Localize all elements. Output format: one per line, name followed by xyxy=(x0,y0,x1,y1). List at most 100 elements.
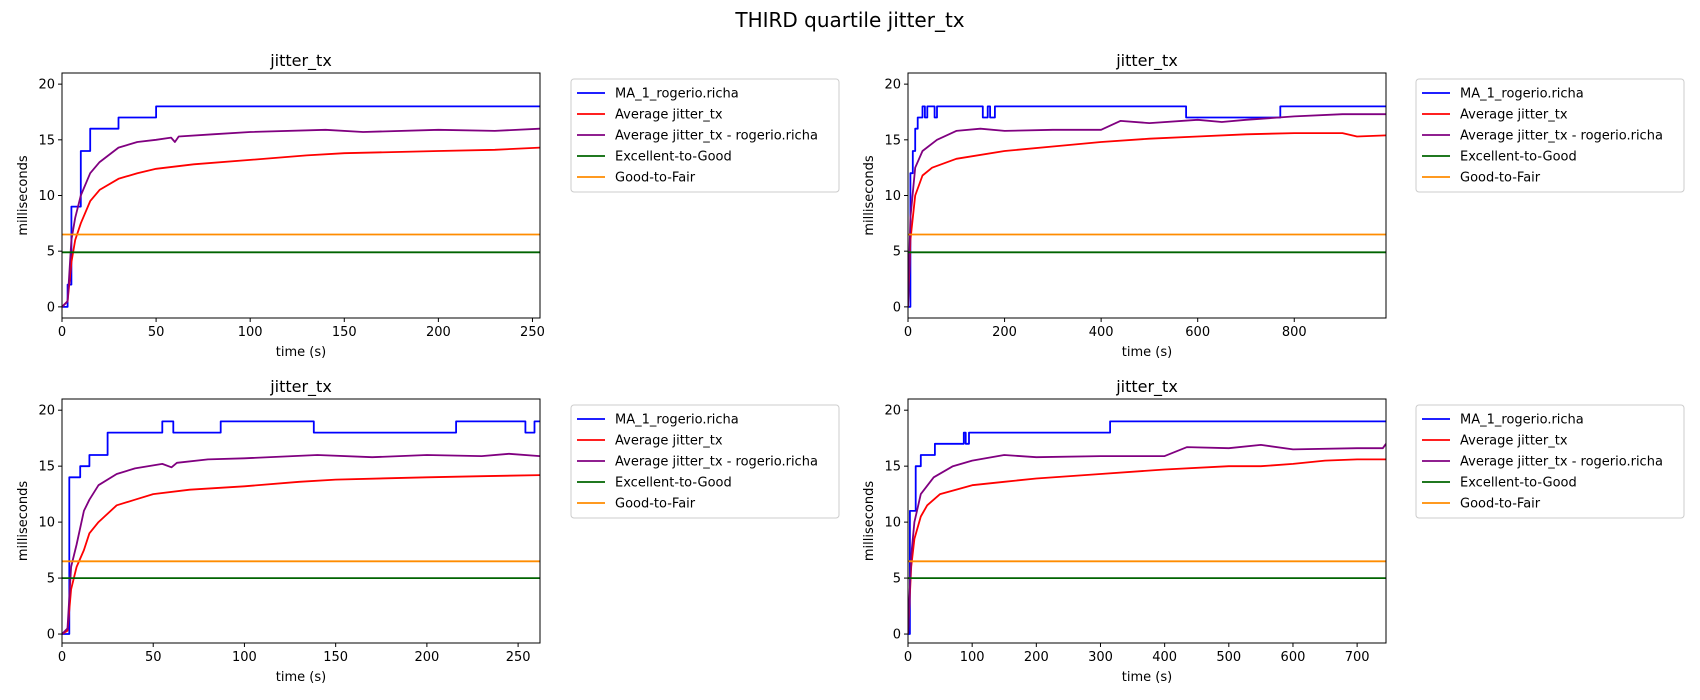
axes-frame xyxy=(907,398,1387,644)
x-tick-label: 150 xyxy=(323,650,348,665)
x-tick-label: 500 xyxy=(1216,650,1241,665)
y-tick-label: 5 xyxy=(47,572,55,587)
y-axis-label: milliseconds xyxy=(16,155,31,235)
x-tick-label: 100 xyxy=(238,325,263,340)
legend-label: Average jitter_tx xyxy=(615,108,723,123)
series-line-2 xyxy=(62,474,540,635)
x-tick-label: 50 xyxy=(148,325,165,340)
y-tick-label: 10 xyxy=(38,189,55,204)
y-tick-label: 0 xyxy=(47,300,55,315)
series-line-1 xyxy=(908,105,1386,308)
y-tick-label: 10 xyxy=(884,516,901,531)
y-tick-label: 5 xyxy=(893,245,901,260)
y-tick-label: 15 xyxy=(38,460,55,475)
series-line-1 xyxy=(62,105,540,308)
series-line-3 xyxy=(62,452,540,635)
y-tick-label: 15 xyxy=(38,133,55,148)
x-tick-label: 400 xyxy=(1152,650,1177,665)
y-tick-label: 10 xyxy=(884,189,901,204)
y-tick-label: 5 xyxy=(47,245,55,260)
series-line-3 xyxy=(908,113,1386,307)
x-tick-label: 100 xyxy=(960,650,985,665)
x-tick-label: 150 xyxy=(332,325,357,340)
legend-label: Average jitter_tx xyxy=(615,434,723,449)
x-tick-label: 700 xyxy=(1345,650,1370,665)
x-tick-label: 0 xyxy=(904,650,912,665)
legend-box xyxy=(570,78,840,193)
legend-box xyxy=(1415,404,1685,519)
legend-label: Good-to-Fair xyxy=(615,171,696,186)
legend-label: Excellent-to-Good xyxy=(1460,150,1577,165)
legend: MA_1_rogerio.richa Average jitter_tx Avera… xyxy=(570,404,840,519)
x-tick-label: 0 xyxy=(904,325,912,340)
series-line-1 xyxy=(62,420,540,635)
series-line-1 xyxy=(908,420,1386,635)
x-tick-label: 200 xyxy=(414,650,439,665)
subplot-title: jitter_tx xyxy=(1115,377,1178,397)
legend-label: Good-to-Fair xyxy=(1460,171,1541,186)
axes-frame xyxy=(61,72,541,319)
y-tick-label: 20 xyxy=(884,404,901,419)
x-axis-label: time (s) xyxy=(1122,345,1172,360)
x-axis-label: time (s) xyxy=(276,670,326,685)
legend-label: Excellent-to-Good xyxy=(1460,476,1577,491)
legend-label: Good-to-Fair xyxy=(1460,497,1541,512)
legend-label: MA_1_rogerio.richa xyxy=(1460,87,1584,102)
subplot-title: jitter_tx xyxy=(269,51,332,71)
legend-label: Average jitter_tx - rogerio.richa xyxy=(1460,455,1663,470)
legend-label: Excellent-to-Good xyxy=(615,150,732,165)
x-axis-label: time (s) xyxy=(276,345,326,360)
series-line-3 xyxy=(908,443,1386,635)
x-tick-label: 200 xyxy=(992,325,1017,340)
legend-label: Excellent-to-Good xyxy=(615,476,732,491)
x-tick-label: 250 xyxy=(520,325,545,340)
figure-title: THIRD quartile jitter_tx xyxy=(735,8,965,32)
x-tick-label: 250 xyxy=(506,650,531,665)
legend: MA_1_rogerio.richa Average jitter_tx Avera… xyxy=(570,78,840,193)
x-tick-label: 200 xyxy=(426,325,451,340)
y-tick-label: 15 xyxy=(884,133,901,148)
y-axis-label: milliseconds xyxy=(862,481,877,561)
legend-box xyxy=(1415,78,1685,193)
legend-box xyxy=(570,404,840,519)
series-line-3 xyxy=(62,127,540,308)
legend-label: MA_1_rogerio.richa xyxy=(615,413,739,428)
y-tick-label: 20 xyxy=(38,404,55,419)
subplot-title: jitter_tx xyxy=(269,377,332,397)
x-tick-label: 400 xyxy=(1089,325,1114,340)
x-tick-label: 200 xyxy=(1024,650,1049,665)
series-line-2 xyxy=(908,458,1386,635)
legend-label: MA_1_rogerio.richa xyxy=(615,87,739,102)
series-line-2 xyxy=(62,146,540,308)
y-tick-label: 10 xyxy=(38,516,55,531)
x-tick-label: 600 xyxy=(1281,650,1306,665)
legend-label: Average jitter_tx - rogerio.richa xyxy=(615,129,818,144)
axes-frame xyxy=(907,72,1387,319)
subplot-title: jitter_tx xyxy=(1115,51,1178,71)
y-tick-label: 20 xyxy=(38,78,55,93)
legend-label: MA_1_rogerio.richa xyxy=(1460,413,1584,428)
legend: MA_1_rogerio.richa Average jitter_tx Avera… xyxy=(1415,78,1685,193)
legend-label: Average jitter_tx xyxy=(1460,108,1568,123)
x-axis-label: time (s) xyxy=(1122,670,1172,685)
x-tick-label: 0 xyxy=(58,325,66,340)
series-line-2 xyxy=(908,132,1386,307)
x-tick-label: 600 xyxy=(1185,325,1210,340)
y-axis-label: milliseconds xyxy=(862,155,877,235)
y-tick-label: 5 xyxy=(893,572,901,587)
legend-label: Average jitter_tx - rogerio.richa xyxy=(1460,129,1663,144)
y-tick-label: 20 xyxy=(884,78,901,93)
x-tick-label: 50 xyxy=(145,650,162,665)
y-tick-label: 0 xyxy=(893,628,901,643)
y-tick-label: 0 xyxy=(47,628,55,643)
subplot-4: 0 100 200 300 400 500 600 700 0 5 10 15 20 jitter_txt… xyxy=(862,377,1685,685)
y-axis-label: milliseconds xyxy=(16,481,31,561)
legend-label: Good-to-Fair xyxy=(615,497,696,512)
y-tick-label: 0 xyxy=(893,300,901,315)
x-tick-label: 0 xyxy=(58,650,66,665)
